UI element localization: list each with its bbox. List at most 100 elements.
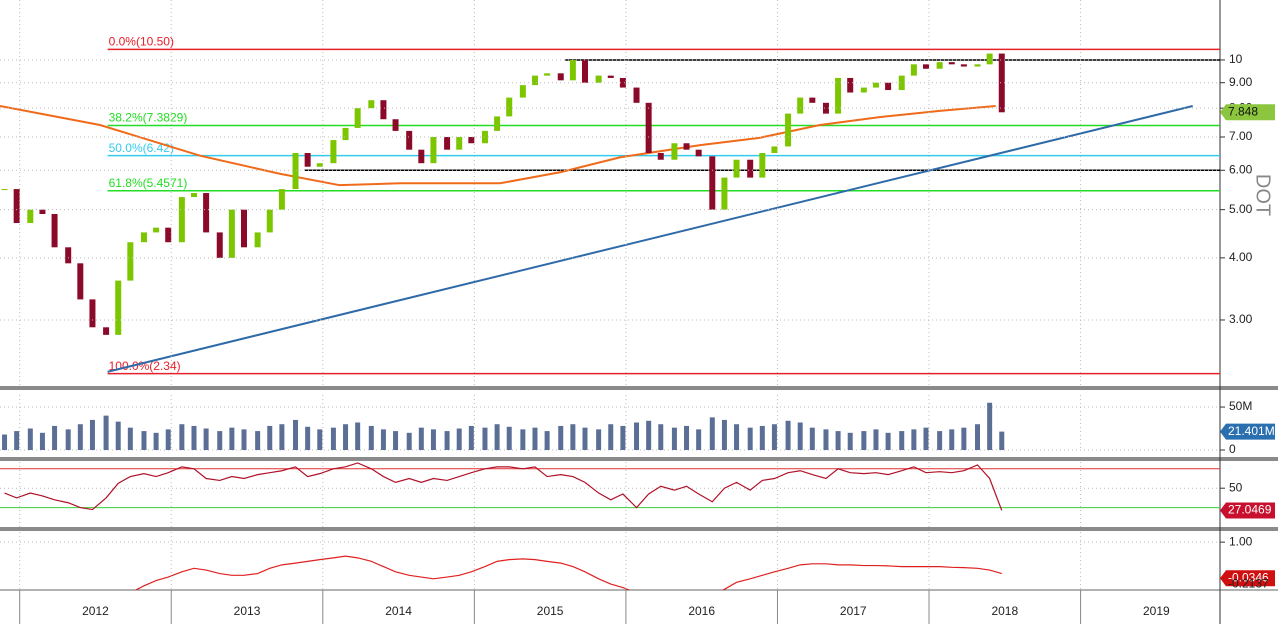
volume-bar <box>608 424 614 450</box>
value-label: -0.0346 <box>1228 570 1269 584</box>
volume-bar <box>596 429 602 450</box>
volume-bar <box>127 427 133 450</box>
value-tag <box>1220 570 1275 587</box>
candle <box>835 77 842 114</box>
candle <box>936 62 943 69</box>
candle <box>974 64 981 67</box>
candle <box>785 113 792 147</box>
volume-bar <box>165 429 171 450</box>
volume-bar <box>77 424 83 450</box>
volume-bar <box>911 429 917 450</box>
volume-bar <box>987 402 993 450</box>
volume-bar <box>191 425 197 450</box>
indicator-line <box>134 555 1002 590</box>
candle <box>266 209 273 233</box>
volume-bar <box>835 431 841 450</box>
volume-bar <box>759 425 765 450</box>
volume-bar <box>570 424 576 450</box>
candle <box>872 82 879 88</box>
volume-bar <box>658 424 664 450</box>
volume-bar <box>468 425 474 450</box>
volume-bar <box>709 417 715 450</box>
candle <box>406 130 413 150</box>
fib-label: 38.2%(7.3829) <box>109 111 188 125</box>
volume-bar <box>179 424 185 450</box>
last-value-label: 7.848 <box>1228 104 1258 118</box>
candle <box>65 247 72 264</box>
volume-bar <box>2 434 8 450</box>
volume-bar <box>482 427 488 450</box>
volume-bar <box>203 428 209 450</box>
volume-bar <box>923 427 929 450</box>
volume-bar <box>494 424 500 450</box>
candle <box>456 136 463 150</box>
candle <box>241 209 247 248</box>
panel-separator <box>0 457 1278 461</box>
volume-bar <box>885 432 891 450</box>
volume-bar <box>671 427 677 450</box>
candle <box>633 87 640 103</box>
candle <box>127 242 134 281</box>
candle <box>721 177 728 210</box>
candle <box>216 232 223 258</box>
candle <box>418 149 425 164</box>
x-tick-label: 2013 <box>234 604 261 618</box>
volume-bar <box>343 424 349 450</box>
candle <box>89 299 96 328</box>
candle <box>77 263 84 300</box>
volume-bar <box>39 432 45 450</box>
last-value-label: 21.401M <box>1228 424 1275 438</box>
last-value-tag <box>1220 423 1275 440</box>
volume-bar <box>721 419 727 450</box>
ticker: DOT <box>1252 174 1274 216</box>
volume-bar <box>544 431 550 450</box>
x-tick-label: 2015 <box>537 604 564 618</box>
volume-bar <box>229 427 235 450</box>
volume-bar <box>217 431 223 450</box>
candle <box>910 64 917 76</box>
volume-bar <box>797 422 803 450</box>
volume-bar <box>809 427 815 450</box>
candle <box>165 227 172 243</box>
candle <box>847 77 854 93</box>
volume-bar <box>330 427 336 450</box>
volume-bar <box>141 431 147 450</box>
volume-bar <box>241 429 247 450</box>
candle <box>494 116 501 131</box>
candle <box>27 209 34 224</box>
volume-bar <box>961 427 967 450</box>
candle <box>657 152 664 160</box>
y-tick-label: 9.00 <box>1229 75 1253 89</box>
volume-bar <box>52 425 58 450</box>
volume-bar <box>582 427 588 450</box>
volume-bar <box>634 422 640 450</box>
volume-bar <box>418 427 424 450</box>
volume-bar <box>14 431 20 450</box>
candle <box>140 232 147 243</box>
candle <box>569 59 576 81</box>
candle <box>354 108 361 128</box>
volume-bar <box>684 425 690 450</box>
volume-bar <box>620 425 626 450</box>
volume-bar <box>317 429 323 450</box>
volume-bar <box>771 424 777 450</box>
candle <box>809 97 816 103</box>
candle <box>228 209 235 258</box>
volume-bar <box>747 427 753 450</box>
candle <box>1 189 8 191</box>
candle <box>368 100 375 109</box>
volume-bar <box>899 431 905 450</box>
candle <box>619 77 626 88</box>
volume-bar <box>975 424 981 450</box>
last-value-tag <box>1220 104 1275 121</box>
volume-bar <box>380 429 386 450</box>
volume-bar <box>393 431 399 450</box>
moving-average <box>0 105 996 187</box>
volume-bar <box>255 431 261 450</box>
candle <box>797 97 804 114</box>
y-tick-label: 50M <box>1229 399 1252 413</box>
candle <box>747 159 754 178</box>
candle <box>671 143 678 160</box>
candle <box>898 75 905 91</box>
candle <box>190 193 197 198</box>
